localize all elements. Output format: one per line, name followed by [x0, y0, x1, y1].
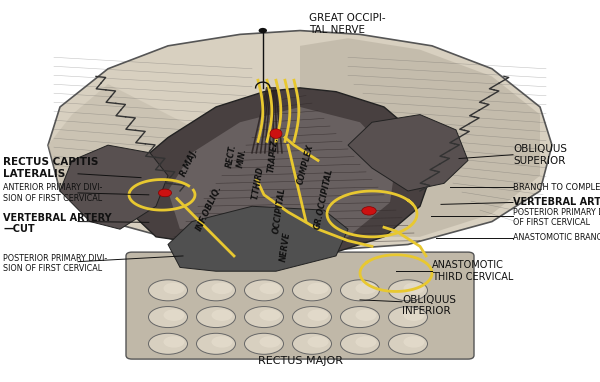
Text: TRAPEZ.: TRAPEZ. — [267, 136, 280, 173]
Text: GR.OCCIPITAL: GR.OCCIPITAL — [313, 167, 335, 230]
Ellipse shape — [293, 306, 331, 328]
Ellipse shape — [389, 280, 428, 301]
Ellipse shape — [245, 306, 284, 328]
Text: ANTERIOR PRIMARY DIVI-
SION OF FIRST CERVICAL: ANTERIOR PRIMARY DIVI- SION OF FIRST CER… — [3, 183, 103, 202]
Ellipse shape — [197, 306, 235, 328]
Ellipse shape — [245, 280, 284, 301]
Text: VERTEBRAL ARTERY: VERTEBRAL ARTERY — [513, 197, 600, 207]
Ellipse shape — [355, 309, 377, 321]
Ellipse shape — [260, 309, 281, 321]
Text: COMPLEX: COMPLEX — [296, 143, 316, 185]
Text: ANASTOMOTIC BRANCH: ANASTOMOTIC BRANCH — [513, 233, 600, 242]
Text: OCCIPITAL: OCCIPITAL — [271, 186, 287, 234]
Ellipse shape — [158, 189, 172, 197]
Ellipse shape — [308, 336, 329, 348]
Polygon shape — [300, 38, 540, 237]
Ellipse shape — [308, 283, 329, 294]
Text: GREAT OCCIPI-
TAL NERVE: GREAT OCCIPI- TAL NERVE — [309, 13, 386, 35]
Ellipse shape — [149, 280, 188, 301]
Text: VERTEBRAL ARTERY
—CUT: VERTEBRAL ARTERY —CUT — [3, 213, 112, 234]
Ellipse shape — [163, 309, 185, 321]
Ellipse shape — [212, 283, 233, 294]
Text: NERVE: NERVE — [278, 231, 292, 262]
Ellipse shape — [163, 283, 185, 294]
Circle shape — [259, 28, 267, 33]
Text: ANASTOMOTIC
THIRD CERVICAL: ANASTOMOTIC THIRD CERVICAL — [432, 261, 514, 282]
Text: RECT.
MIN.: RECT. MIN. — [226, 143, 248, 170]
Ellipse shape — [149, 306, 188, 328]
Ellipse shape — [197, 280, 235, 301]
Ellipse shape — [404, 283, 425, 294]
Ellipse shape — [149, 333, 188, 354]
Ellipse shape — [245, 333, 284, 354]
Text: OBLIQUUS
SUPERIOR: OBLIQUUS SUPERIOR — [513, 144, 567, 165]
Ellipse shape — [293, 280, 331, 301]
Text: INF.OBLIQ.: INF.OBLIQ. — [194, 184, 223, 233]
Ellipse shape — [212, 309, 233, 321]
Ellipse shape — [341, 333, 380, 354]
Ellipse shape — [355, 336, 377, 348]
Polygon shape — [132, 88, 432, 256]
Ellipse shape — [293, 333, 331, 354]
Ellipse shape — [341, 306, 380, 328]
Ellipse shape — [389, 306, 428, 328]
Polygon shape — [168, 206, 348, 271]
Ellipse shape — [260, 336, 281, 348]
Polygon shape — [60, 145, 168, 229]
Polygon shape — [48, 31, 552, 252]
Text: POSTERIOR PRIMARY DIVISION
OF FIRST CERVICAL: POSTERIOR PRIMARY DIVISION OF FIRST CERV… — [513, 208, 600, 227]
Ellipse shape — [389, 333, 428, 354]
Ellipse shape — [270, 129, 282, 139]
Text: OBLIQUUS
INFERIOR: OBLIQUUS INFERIOR — [402, 295, 456, 316]
Polygon shape — [348, 115, 468, 191]
FancyBboxPatch shape — [126, 252, 474, 359]
Ellipse shape — [260, 283, 281, 294]
Ellipse shape — [163, 336, 185, 348]
Text: R.MAJ.: R.MAJ. — [178, 146, 200, 178]
Ellipse shape — [341, 280, 380, 301]
Ellipse shape — [355, 283, 377, 294]
Polygon shape — [168, 107, 396, 244]
Polygon shape — [48, 84, 270, 244]
Ellipse shape — [197, 333, 235, 354]
Ellipse shape — [308, 309, 329, 321]
Ellipse shape — [362, 207, 376, 215]
Ellipse shape — [404, 336, 425, 348]
Text: POSTERIOR PRIMARY DIVI-
SION OF FIRST CERVICAL: POSTERIOR PRIMARY DIVI- SION OF FIRST CE… — [3, 254, 107, 273]
Text: BRANCH TO COMPLEXUS—CUT: BRANCH TO COMPLEXUS—CUT — [513, 183, 600, 192]
Ellipse shape — [404, 309, 425, 321]
Text: RECTUS CAPITIS
LATERALIS: RECTUS CAPITIS LATERALIS — [3, 157, 98, 179]
Text: T.THIRD: T.THIRD — [251, 166, 265, 201]
Ellipse shape — [212, 336, 233, 348]
Text: RECTUS MAJOR: RECTUS MAJOR — [257, 356, 343, 366]
